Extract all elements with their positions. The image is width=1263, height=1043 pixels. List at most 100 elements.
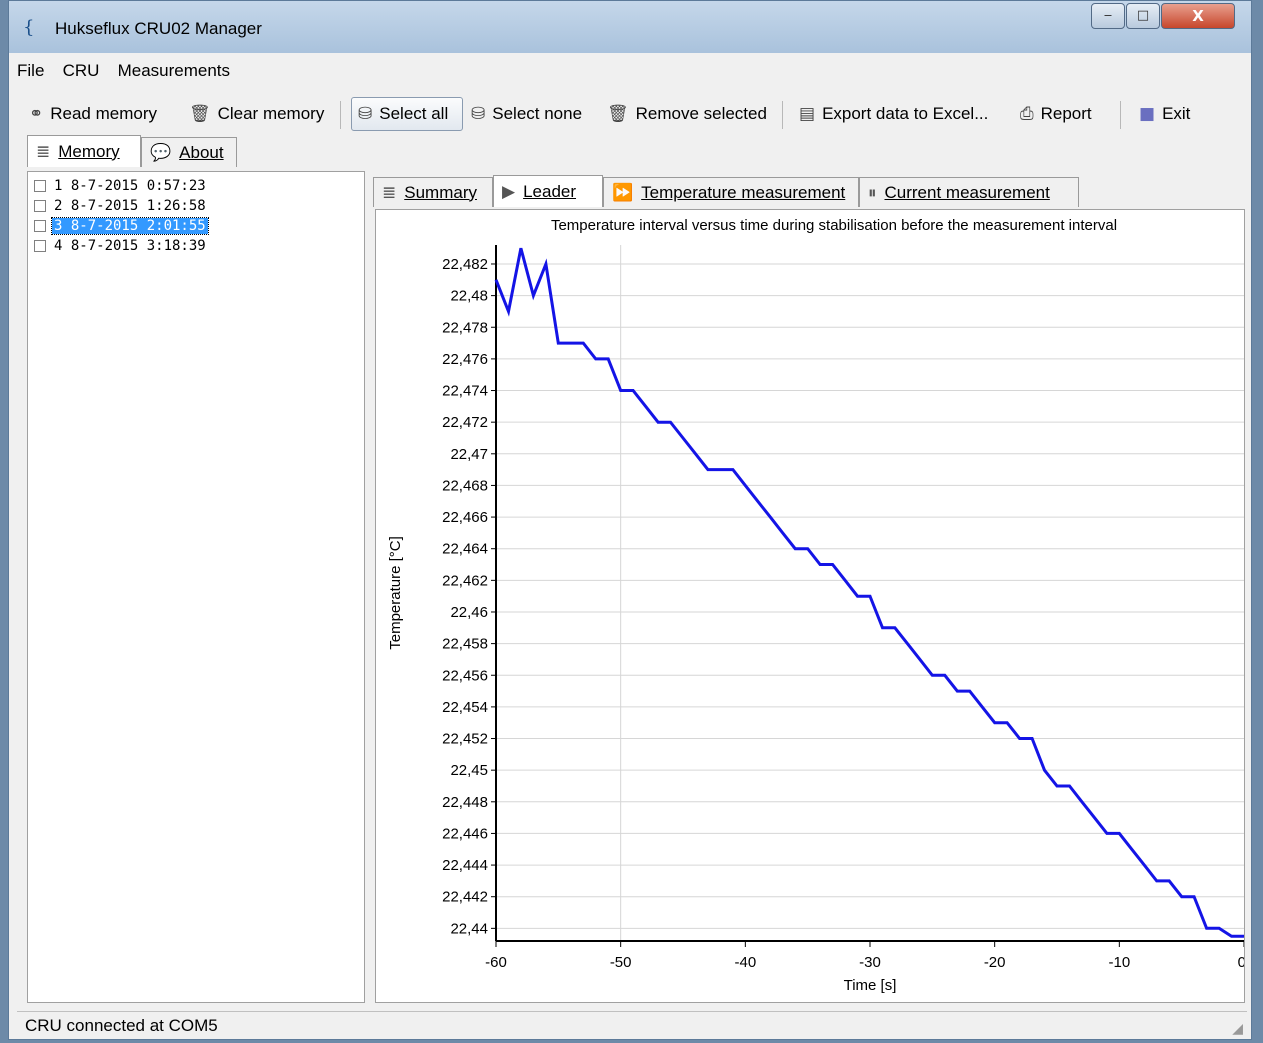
y-axis-label: Temperature [°C] <box>387 536 404 650</box>
resize-grip-icon[interactable]: ◢ <box>1232 1021 1243 1037</box>
tab-memory-label: Memory <box>58 141 120 161</box>
exit-button[interactable]: ■ Exit <box>1139 97 1190 131</box>
y-tick-label: 22,482 <box>442 256 488 273</box>
export-excel-label: Export data to Excel... <box>822 104 989 123</box>
tab-about-label: About <box>179 142 224 162</box>
toolbar-separator <box>1120 101 1121 129</box>
y-tick-label: 22,464 <box>442 541 488 558</box>
database-icon: ⛁ <box>471 104 486 124</box>
menu-file[interactable]: File <box>17 61 45 80</box>
trash-icon: 🗑 <box>607 104 629 124</box>
app-icon: { <box>23 17 35 38</box>
checkbox[interactable] <box>34 200 46 212</box>
maximize-button[interactable]: □ <box>1126 3 1160 29</box>
y-tick-label: 22,478 <box>442 319 488 336</box>
list-icon: ≣ <box>382 182 397 203</box>
status-text: CRU connected at COM5 <box>25 1016 218 1035</box>
tab-temperature-label: Temperature measurement <box>641 182 846 202</box>
tab-summary[interactable]: ≣ Summary <box>373 177 493 207</box>
x-tick-label: -30 <box>859 954 881 971</box>
menu-bar: File CRU Measurements <box>17 61 244 87</box>
y-tick-label: 22,46 <box>450 604 488 621</box>
y-tick-label: 22,48 <box>450 288 488 305</box>
detail-tabs: ≣ Summary ▶ Leader ⏩ Temperature measure… <box>369 175 1245 207</box>
detail-panel: ≣ Summary ▶ Leader ⏩ Temperature measure… <box>369 171 1246 1005</box>
report-button[interactable]: ⎙ Report <box>1020 97 1092 131</box>
select-none-button[interactable]: ⛁ Select none <box>471 97 582 131</box>
list-item[interactable]: 1 8-7-2015 0:57:23 <box>34 176 208 196</box>
y-tick-label: 22,47 <box>450 446 488 463</box>
tab-leader[interactable]: ▶ Leader <box>493 175 603 207</box>
main-window: { Hukseflux CRU02 Manager ‒ □ X File CRU… <box>8 0 1252 1040</box>
remove-selected-button[interactable]: 🗑 Remove selected <box>607 97 767 131</box>
chart-title: Temperature interval versus time during … <box>551 217 1117 234</box>
y-tick-label: 22,446 <box>442 825 488 842</box>
clear-memory-button[interactable]: 🗑 Clear memory <box>189 97 324 131</box>
trash-icon: 🗑 <box>189 104 211 124</box>
menu-cru[interactable]: CRU <box>62 61 100 80</box>
list-item-label: 4 8-7-2015 3:18:39 <box>54 238 206 254</box>
x-tick-label: -60 <box>485 954 507 971</box>
binoculars-icon: ⚭ <box>29 104 44 124</box>
database-check-icon: ⛁ <box>358 104 373 124</box>
select-all-label: Select all <box>379 104 449 123</box>
y-tick-label: 22,442 <box>442 889 488 906</box>
tab-current-measurement[interactable]: ⏸ Current measurement <box>859 177 1079 207</box>
memory-list: 1 8-7-2015 0:57:23 2 8-7-2015 1:26:58 3 … <box>27 171 365 1003</box>
y-tick-label: 22,44 <box>450 920 488 937</box>
tab-current-label: Current measurement <box>884 182 1050 202</box>
chart-area: Temperature interval versus time during … <box>375 209 1246 1003</box>
read-memory-label: Read memory <box>50 104 158 123</box>
y-tick-label: 22,456 <box>442 667 488 684</box>
toolbar-separator <box>340 101 341 129</box>
y-tick-label: 22,452 <box>442 731 488 748</box>
export-excel-button[interactable]: ▤ Export data to Excel... <box>799 97 988 131</box>
play-icon: ▶ <box>502 181 516 202</box>
x-tick-label: -40 <box>734 954 756 971</box>
y-tick-label: 22,468 <box>442 477 488 494</box>
y-tick-label: 22,466 <box>442 509 488 526</box>
speech-bubble-icon: 💬 <box>150 142 172 163</box>
list-icon: ≣ <box>36 141 51 162</box>
toolbar: ⚭ Read memory 🗑 Clear memory ⛁ Select al… <box>17 97 1251 131</box>
tab-temperature-measurement[interactable]: ⏩ Temperature measurement <box>603 177 859 207</box>
clear-memory-label: Clear memory <box>217 104 325 123</box>
window-title: Hukseflux CRU02 Manager <box>55 19 262 38</box>
read-memory-button[interactable]: ⚭ Read memory <box>29 97 157 131</box>
y-tick-label: 22,476 <box>442 351 488 368</box>
list-item-label: 2 8-7-2015 1:26:58 <box>54 198 206 214</box>
select-none-label: Select none <box>492 104 583 123</box>
x-tick-label: -50 <box>610 954 632 971</box>
exit-label: Exit <box>1162 104 1191 123</box>
tab-memory[interactable]: ≣ Memory <box>27 135 141 167</box>
list-item[interactable]: 2 8-7-2015 1:26:58 <box>34 196 208 216</box>
list-item[interactable]: 3 8-7-2015 2:01:55 <box>34 216 209 236</box>
export-icon: ▤ <box>799 104 816 124</box>
list-item-label: 3 8-7-2015 2:01:55 <box>51 217 209 235</box>
title-bar[interactable]: { Hukseflux CRU02 Manager ‒ □ X <box>9 1 1251 53</box>
x-tick-label: 0 <box>1238 954 1244 971</box>
list-item-label: 1 8-7-2015 0:57:23 <box>54 178 206 194</box>
tab-about[interactable]: 💬 About <box>141 137 237 167</box>
checkbox[interactable] <box>34 180 46 192</box>
menu-measurements[interactable]: Measurements <box>117 61 231 80</box>
temperature-series-line <box>494 247 1244 938</box>
toolbar-separator <box>782 101 783 129</box>
x-tick-label: -10 <box>1108 954 1130 971</box>
y-tick-label: 22,444 <box>442 857 488 874</box>
y-tick-label: 22,45 <box>450 762 488 779</box>
tab-summary-label: Summary <box>404 182 477 202</box>
checkbox[interactable] <box>34 240 46 252</box>
checkbox[interactable] <box>34 220 46 232</box>
select-all-button[interactable]: ⛁ Select all <box>351 97 463 131</box>
y-tick-label: 22,454 <box>442 699 488 716</box>
y-tick-label: 22,472 <box>442 414 488 431</box>
x-tick-label: -20 <box>984 954 1006 971</box>
tab-leader-label: Leader <box>523 181 577 201</box>
temperature-chart: Temperature interval versus time during … <box>387 217 1246 994</box>
printer-icon: ⎙ <box>1020 104 1034 124</box>
exit-icon: ■ <box>1139 104 1156 124</box>
close-button[interactable]: X <box>1161 3 1235 29</box>
minimize-button[interactable]: ‒ <box>1091 3 1125 29</box>
list-item[interactable]: 4 8-7-2015 3:18:39 <box>34 236 208 256</box>
